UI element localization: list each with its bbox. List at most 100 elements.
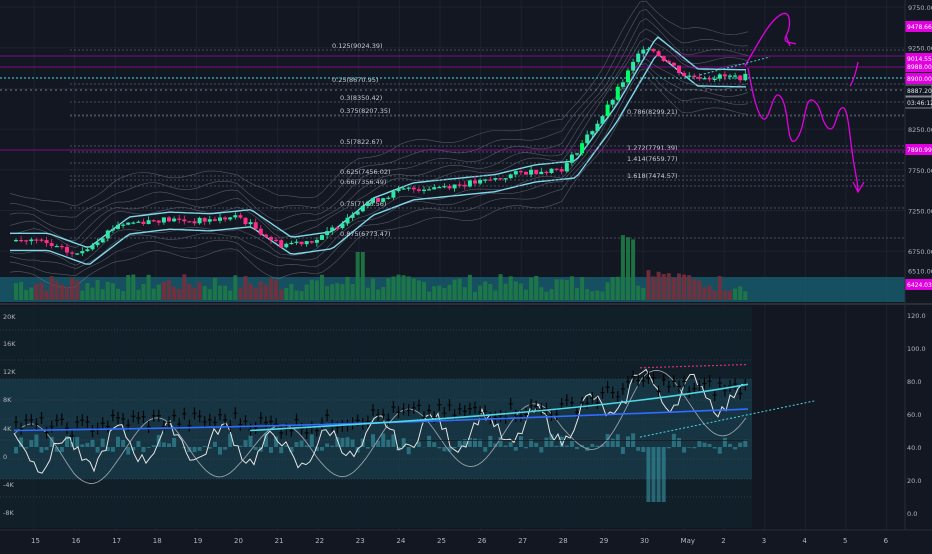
candle-body	[233, 215, 237, 217]
candle-body	[412, 188, 416, 190]
time-tick-label: 6	[884, 537, 889, 545]
volume-bar	[488, 284, 492, 300]
candle-body	[238, 215, 242, 218]
volume-bar	[738, 287, 742, 301]
volume-bar	[657, 272, 661, 300]
volume-bar	[300, 291, 304, 300]
candle-body	[187, 221, 191, 222]
volume-bar	[636, 286, 640, 300]
time-tick-label: 23	[356, 537, 365, 545]
candle-body	[284, 244, 288, 248]
volume-bar	[45, 291, 49, 300]
price-tick-label: 6750.00	[908, 248, 932, 256]
candle-body	[514, 171, 518, 174]
candle-body	[75, 253, 79, 254]
volume-bar	[697, 281, 701, 301]
osc-histogram-bar	[162, 443, 166, 448]
candle-body	[692, 76, 696, 77]
volume-bar	[310, 280, 314, 300]
osc-right-tick: 20.0	[907, 477, 921, 485]
osc-histogram-bar	[279, 447, 283, 453]
candle-body	[524, 172, 528, 175]
candle-body	[361, 206, 365, 211]
volume-bar	[723, 291, 727, 301]
candle-body	[601, 116, 605, 124]
volume-bar	[544, 292, 548, 300]
osc-right-tick: 120.0	[907, 312, 926, 320]
volume-bar	[34, 284, 38, 300]
osc-histogram-bar	[85, 443, 89, 447]
osc-histogram-bar	[544, 438, 548, 447]
candle-body	[264, 235, 268, 237]
price-tag-label: 03:46:12	[907, 100, 932, 107]
candle-body	[667, 61, 671, 63]
volume-bar	[529, 278, 533, 300]
volume-bar	[718, 276, 722, 300]
candle-body	[580, 143, 584, 153]
osc-histogram-bar	[626, 436, 630, 447]
osc-histogram-bar	[320, 447, 324, 451]
osc-histogram-bar	[269, 447, 273, 453]
candle-body	[320, 235, 324, 240]
price-tag-label: 8988.00	[907, 64, 932, 71]
candle-body	[142, 222, 146, 224]
volume-bar	[376, 290, 380, 300]
volume-bar	[330, 284, 334, 300]
osc-histogram-bar	[126, 447, 130, 455]
volume-bar	[106, 282, 110, 300]
candle-body	[570, 155, 574, 163]
volume-bar	[315, 280, 319, 300]
volume-bar	[182, 274, 186, 300]
osc-histogram-bar	[539, 447, 543, 453]
candle-body	[182, 220, 186, 222]
volume-bar	[417, 281, 421, 301]
volume-bar	[662, 274, 666, 300]
candle-body	[152, 220, 156, 221]
candle-body	[55, 246, 59, 247]
osc-histogram-bar	[91, 440, 95, 447]
candle-body	[493, 178, 497, 180]
volume-bar	[228, 291, 232, 300]
volume-bar	[14, 283, 18, 300]
candle-body	[116, 225, 120, 229]
volume-bar	[203, 286, 207, 300]
volume-strip	[0, 277, 905, 302]
candle-body	[386, 198, 390, 199]
osc-histogram-bar	[565, 445, 569, 447]
fib-label: 0.3(8350.42)	[340, 94, 382, 102]
volume-bar	[356, 252, 360, 300]
osc-histogram-bar	[575, 447, 579, 449]
osc-histogram-bar	[325, 444, 329, 448]
volume-bar	[223, 286, 227, 300]
volume-bar	[672, 278, 676, 300]
osc-histogram-bar	[172, 438, 176, 447]
candle-body	[728, 76, 732, 77]
volume-bar	[437, 286, 441, 300]
volume-bar	[152, 289, 156, 300]
candle-body	[662, 56, 666, 61]
osc-histogram-bar	[697, 441, 701, 447]
osc-histogram-bar	[167, 443, 171, 447]
volume-bar	[611, 277, 615, 300]
candle-body	[463, 185, 467, 187]
candle-body	[65, 247, 69, 253]
osc-histogram-bar	[40, 447, 44, 453]
candle-body	[70, 253, 74, 254]
osc-histogram-bar	[437, 447, 441, 448]
candle-body	[310, 241, 314, 243]
fib-label: 0.786(8299.21)	[627, 108, 678, 116]
osc-left-tick: -8K	[3, 509, 14, 517]
volume-bar	[381, 287, 385, 300]
volume-bar	[402, 275, 406, 300]
candle-body	[300, 242, 304, 245]
osc-histogram-bar	[152, 445, 156, 447]
volume-bar	[361, 252, 365, 300]
time-tick-label: 30	[640, 537, 649, 545]
volume-bar	[524, 290, 528, 300]
osc-histogram-bar	[29, 440, 33, 447]
osc-histogram-bar	[381, 433, 385, 447]
price-tag-label: 9478.66	[907, 24, 932, 31]
candle-body	[703, 78, 707, 79]
